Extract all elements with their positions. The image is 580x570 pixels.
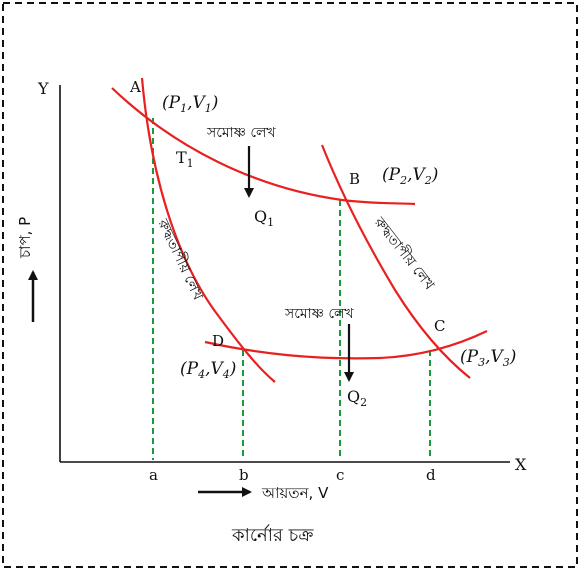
coord-A: (P1,V1)	[162, 93, 218, 115]
isothermal-bottom-curve	[204, 330, 488, 360]
q1-label: Q1	[254, 207, 274, 229]
tick-b: b	[239, 466, 249, 484]
coord-B: (P2,V2)	[382, 165, 438, 187]
adiabatic-right-label: রুদ্ধতাপীয় লেখ	[370, 213, 438, 294]
isothermal-bottom-label: সমোষ্ণ লেখ	[284, 306, 354, 322]
cycle-curves	[111, 77, 488, 383]
adiabatic-left-label: রুদ্ধতাপীয় লেখ	[154, 216, 207, 304]
point-A: A	[129, 78, 141, 96]
guide-lines	[152, 118, 431, 460]
point-B: B	[349, 170, 360, 188]
point-C: C	[434, 317, 445, 335]
x-axis-letter: X	[515, 455, 527, 474]
y-axis-letter: Y	[37, 79, 49, 98]
caption: কার্নোর চক্র	[231, 524, 314, 546]
adiabatic-left-curve	[140, 77, 276, 383]
isothermal-top-label: সমোষ্ণ লেখ	[206, 125, 276, 141]
adiabatic-right-curve	[320, 144, 471, 379]
coord-C: (P3,V3)	[460, 347, 516, 369]
tick-a: a	[149, 466, 158, 484]
tick-c: c	[336, 466, 344, 484]
x-axis-label: আয়তন, V	[261, 484, 329, 502]
coord-D: (P4,V4)	[180, 359, 236, 381]
isothermal-top-curve	[111, 87, 416, 206]
y-axis-label: চাপ, P	[16, 217, 34, 259]
tick-d: d	[426, 466, 436, 484]
q2-label: Q2	[347, 387, 367, 409]
temperature-label: T1	[176, 148, 194, 170]
point-D: D	[212, 332, 224, 350]
